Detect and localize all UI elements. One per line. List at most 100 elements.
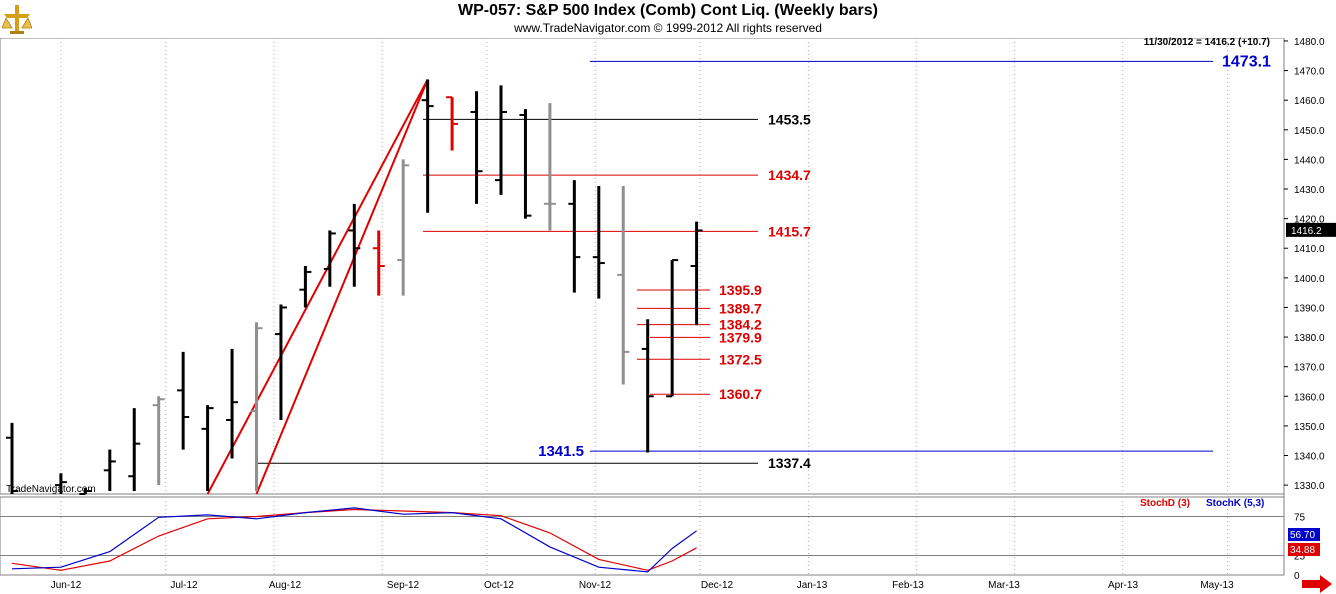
trend-lines	[206, 78, 429, 495]
level-label-1360-7: 1360.7	[719, 386, 762, 402]
y-tick-label: 1450.0	[1294, 126, 1325, 137]
price-bar	[666, 259, 679, 398]
price-bar	[6, 422, 18, 494]
x-tick-label: Apr-13	[1108, 580, 1138, 591]
y-tick-label: 1330.0	[1294, 481, 1325, 492]
x-tick-label: Dec-12	[701, 580, 734, 591]
price-bar	[641, 319, 654, 453]
stoch-series-line	[11, 507, 697, 573]
x-tick-label: Mar-13	[988, 580, 1020, 591]
y-tick-label: 1460.0	[1294, 96, 1325, 107]
y-tick-label: 1350.0	[1294, 422, 1325, 433]
price-bar	[568, 180, 581, 293]
y-tick-label: 1430.0	[1294, 185, 1325, 196]
level-label-1473-1: 1473.1	[1222, 53, 1271, 70]
x-tick-label: May-13	[1200, 580, 1234, 591]
stoch-y-tick-label: 25	[1294, 552, 1306, 563]
price-bar	[299, 266, 312, 308]
level-label-1453-5: 1453.5	[768, 111, 811, 127]
price-plot-area	[0, 37, 1285, 495]
chart-title: WP-057: S&P 500 Index (Comb) Cont Liq. (…	[458, 2, 878, 19]
stoch-k-value: 56.70	[1290, 530, 1315, 541]
stoch-k-value-box	[1288, 528, 1320, 541]
x-tick-label: Jan-13	[797, 580, 828, 591]
stoch-series-line	[11, 508, 697, 571]
price-bar	[495, 85, 507, 195]
price-bar	[348, 203, 361, 287]
month-gridlines	[60, 38, 1229, 575]
x-tick-label: Nov-12	[579, 580, 612, 591]
level-label-1341-5: 1341.5	[538, 443, 584, 460]
price-bar	[397, 159, 410, 296]
stoch-legend-d: StochD (3)	[1140, 498, 1190, 509]
y-tick-label: 1380.0	[1294, 333, 1325, 344]
level-label-1395-9: 1395.9	[719, 282, 762, 298]
y-tick-label: 1400.0	[1294, 274, 1325, 285]
y-tick-label: 1360.0	[1294, 392, 1325, 403]
stochastic-panel: 75 25 0 StochD (3) StochK (5,3) 56.70 34.88	[0, 498, 1320, 582]
price-bar	[421, 79, 434, 213]
y-tick-label: 1470.0	[1294, 67, 1325, 78]
trend-line	[206, 78, 429, 495]
watermark-text: TradeNavigator.com	[6, 484, 96, 495]
level-label-1389-7: 1389.7	[719, 300, 762, 316]
price-bar	[690, 221, 703, 326]
level-label-1379-9: 1379.9	[719, 329, 762, 345]
stoch-plot-area	[0, 496, 1285, 576]
price-bar	[274, 304, 287, 420]
price-bar	[543, 103, 556, 231]
stoch-d-value-box	[1288, 543, 1320, 556]
x-tick-label: Jul-12	[170, 580, 198, 591]
stoch-y-tick-label: 75	[1294, 513, 1306, 524]
price-bar	[372, 230, 385, 296]
price-bar	[446, 96, 459, 151]
x-tick-label: Oct-12	[484, 580, 514, 591]
price-bar	[103, 449, 116, 492]
price-bar	[177, 351, 190, 450]
level-label-1415-7: 1415.7	[768, 223, 811, 239]
ohlc-bars	[6, 79, 703, 495]
price-bar	[152, 396, 165, 486]
x-tick-label: Jun-12	[51, 580, 82, 591]
level-label-1384-2: 1384.2	[719, 317, 762, 333]
scroll-right-arrow-icon	[1302, 575, 1332, 593]
date-axis-area	[0, 576, 1290, 594]
y-tick-label: 1370.0	[1294, 363, 1325, 374]
last-price-label: 1416.2	[1291, 226, 1322, 237]
price-bar	[250, 322, 263, 492]
y-tick-labels: 1330.0 1340.0 1350.0 1360.0 1370.0 1380.0 1390…	[1284, 37, 1325, 492]
price-axis-area	[1284, 38, 1336, 575]
y-tick-label: 1480.0	[1294, 37, 1325, 48]
last-quote-label: 11/30/2012 = 1416.2 (+10.7)	[1143, 37, 1270, 48]
y-tick-label: 1390.0	[1294, 303, 1325, 314]
copyright-text: www.TradeNavigator.com © 1999-2012 All r…	[514, 21, 822, 35]
stoch-d-value: 34.88	[1290, 545, 1315, 556]
price-bar	[470, 91, 483, 204]
stoch-y-tick-label: 0	[1294, 571, 1300, 582]
trade-navigator-logo-icon	[1, 2, 33, 36]
price-bar	[617, 186, 630, 385]
x-tick-label: Feb-13	[892, 580, 924, 591]
last-price-box	[1286, 222, 1336, 237]
y-tick-label: 1420.0	[1294, 215, 1325, 226]
x-tick-labels: Jun-12 Jul-12 Aug-12 Sep-12 Oct-12 Nov-12 Dec-…	[51, 580, 1234, 591]
chart-header: WP-057: S&P 500 Index (Comb) Cont Liq. (…	[0, 0, 1336, 38]
price-bar	[79, 488, 92, 495]
x-tick-label: Sep-12	[387, 580, 420, 591]
x-tick-label: Aug-12	[269, 580, 302, 591]
price-bar	[519, 109, 532, 219]
price-bar	[128, 408, 141, 492]
y-tick-label: 1440.0	[1294, 155, 1325, 166]
price-bar	[226, 348, 239, 459]
stoch-legend-k: StochK (5,3)	[1206, 498, 1264, 509]
price-bar	[54, 473, 67, 494]
level-label-1434-7: 1434.7	[768, 167, 811, 183]
price-bar	[323, 230, 336, 287]
y-tick-label: 1340.0	[1294, 452, 1325, 463]
trend-line	[255, 79, 429, 495]
level-label-1372-5: 1372.5	[719, 351, 762, 367]
price-bar	[201, 405, 214, 492]
level-label-1337-4: 1337.4	[768, 455, 811, 471]
